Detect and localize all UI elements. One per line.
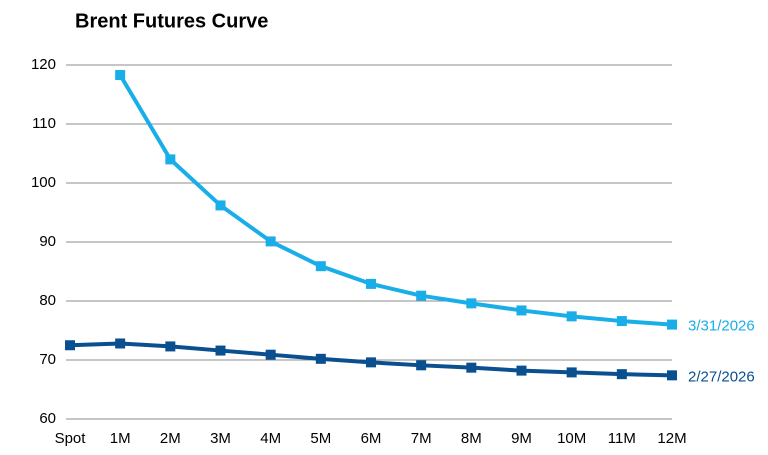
data-point [165, 341, 176, 352]
data-point [215, 200, 226, 211]
x-tick-label: 4M [260, 430, 281, 447]
x-tick-label: 1M [110, 430, 131, 447]
data-point [265, 349, 276, 360]
x-tick-label: 3M [210, 430, 231, 447]
data-point [616, 316, 627, 327]
data-point [466, 298, 477, 309]
x-tick-label: 8M [461, 430, 482, 447]
data-point [65, 340, 75, 351]
data-point [315, 353, 326, 364]
data-point [667, 319, 677, 330]
data-point [667, 370, 677, 381]
data-point [566, 367, 577, 378]
y-tick-label: 60 [39, 410, 56, 427]
y-tick-label: 100 [31, 174, 56, 191]
x-tick-label: 10M [557, 430, 586, 447]
data-point [616, 369, 627, 380]
x-tick-label: 12M [657, 430, 686, 447]
y-tick-label: 90 [39, 233, 56, 250]
chart-title: Brent Futures Curve [75, 10, 268, 32]
data-point [416, 290, 427, 301]
y-tick-label: 120 [31, 56, 56, 73]
x-tick-label: 6M [361, 430, 382, 447]
x-tick-label: 9M [511, 430, 532, 447]
data-point [366, 357, 376, 368]
data-point [165, 154, 176, 165]
data-point [265, 236, 276, 247]
data-point [115, 70, 126, 81]
data-point [516, 365, 527, 376]
data-point [315, 261, 326, 272]
data-point [466, 362, 477, 373]
series-label: 3/31/2026 [688, 318, 755, 335]
series-label: 2/27/2026 [688, 368, 755, 385]
data-point [366, 278, 376, 289]
x-tick-label: Spot [55, 430, 87, 447]
y-tick-label: 110 [32, 115, 56, 132]
series-line [118, 74, 673, 327]
x-tick-label: 5M [310, 430, 331, 447]
data-point [416, 360, 427, 371]
x-tick-label: 11M [608, 430, 636, 447]
x-tick-label: 2M [160, 430, 181, 447]
y-tick-label: 70 [39, 351, 56, 368]
data-point [115, 338, 126, 349]
y-tick-label: 80 [39, 292, 56, 309]
data-point [516, 305, 527, 316]
data-point [566, 311, 577, 322]
data-point [215, 345, 226, 356]
x-tick-label: 7M [411, 430, 432, 447]
